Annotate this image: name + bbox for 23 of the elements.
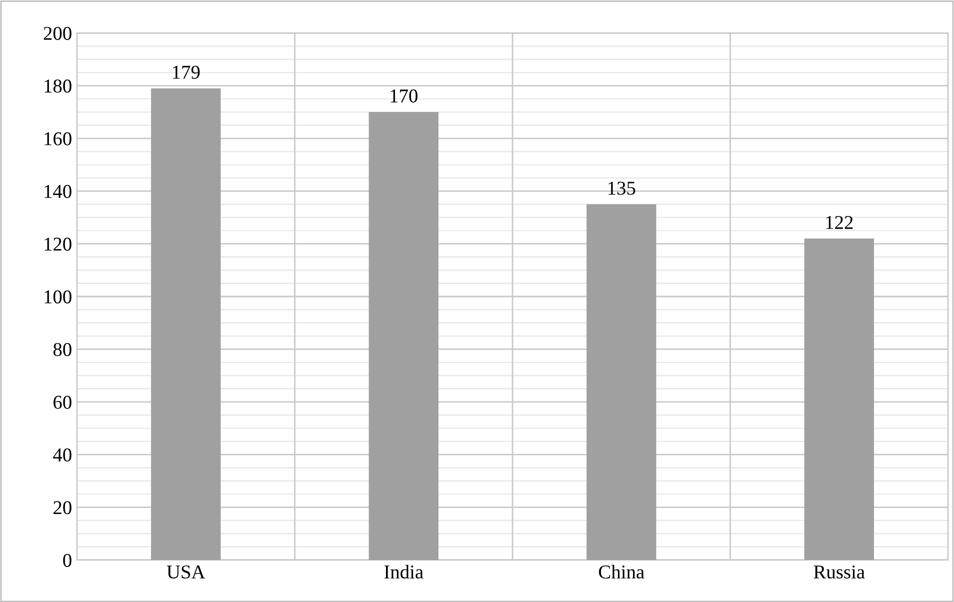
bar <box>804 238 874 560</box>
y-tick-label: 60 <box>54 396 72 409</box>
data-label: 170 <box>390 89 418 103</box>
x-tick-label: China <box>598 564 644 579</box>
y-tick-label: 140 <box>44 184 72 198</box>
data-label: 122 <box>826 216 853 229</box>
y-tick-label: 180 <box>44 80 72 93</box>
data-label: 179 <box>173 66 200 79</box>
bar <box>368 112 438 560</box>
y-tick-label: 100 <box>44 290 72 304</box>
x-tick-label: India <box>384 564 424 579</box>
bar <box>586 204 656 560</box>
y-tick-label: 40 <box>53 448 72 462</box>
x-tick-label: USA <box>166 565 206 579</box>
y-tick-label: 120 <box>44 238 72 251</box>
x-tick-label: Russia <box>814 565 865 579</box>
y-tick-label: 160 <box>44 132 72 146</box>
y-tick-label: 200 <box>44 26 72 40</box>
data-label: 135 <box>608 182 636 195</box>
y-tick-label: 0 <box>63 554 72 567</box>
y-tick-label: 20 <box>54 501 72 514</box>
y-tick-label: 80 <box>53 343 72 356</box>
bar <box>151 88 221 560</box>
